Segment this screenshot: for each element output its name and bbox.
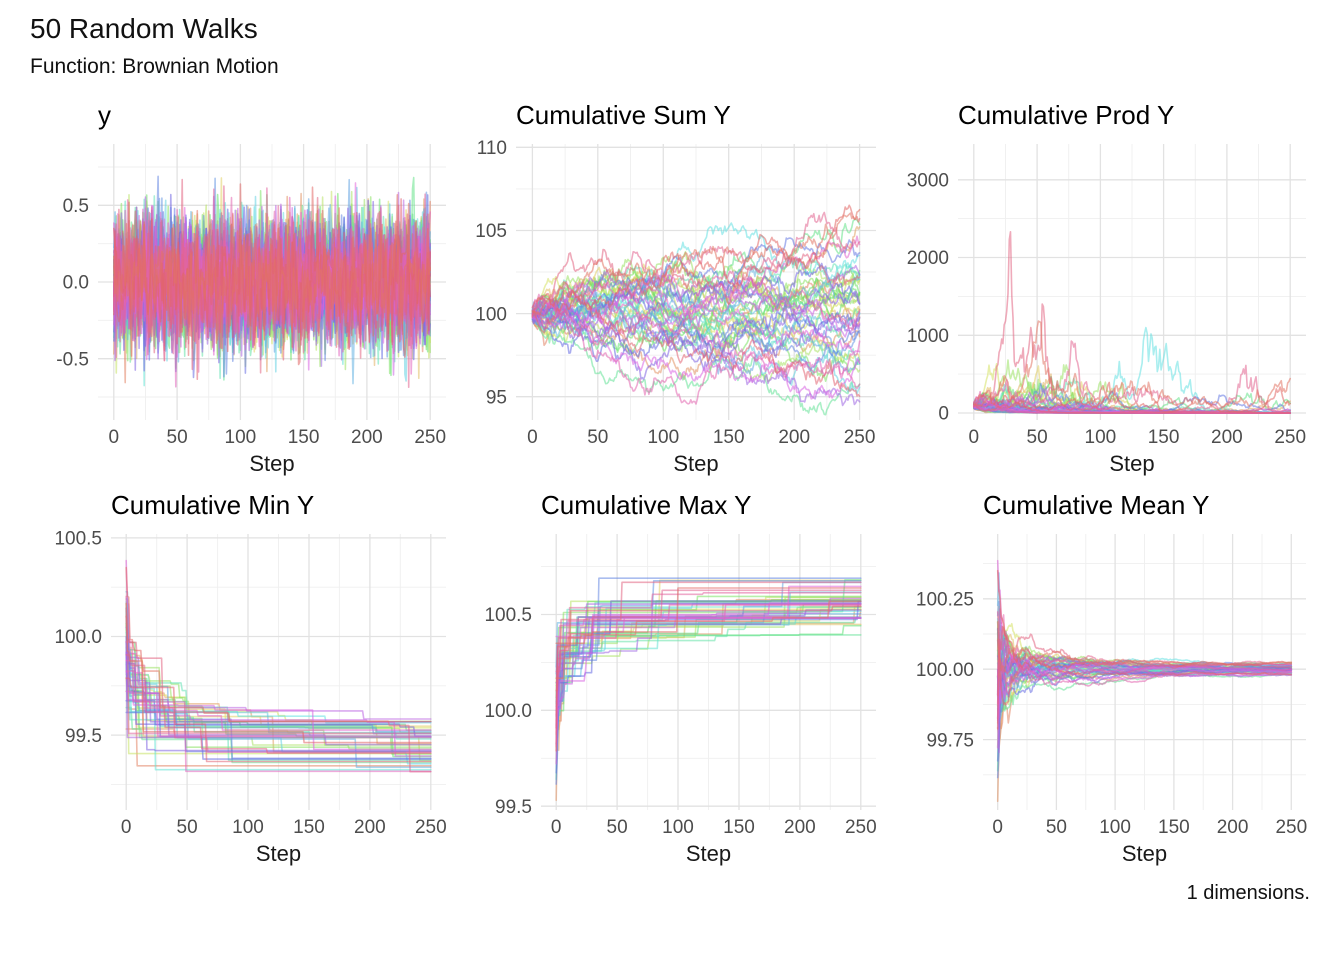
svg-text:0: 0 [109, 427, 120, 448]
cumulative-max-chart: 99.5 100.0 100.5 0 50 100 150 200 250 [484, 534, 877, 838]
panel-cumulative-max-y: Cumulative Max Y 99.5 100.0 100.5 0 50 100 150… [460, 482, 884, 872]
svg-text:100: 100 [232, 817, 264, 838]
svg-text:2000: 2000 [907, 248, 949, 269]
svg-text:99.5: 99.5 [495, 797, 532, 818]
svg-text:150: 150 [288, 427, 320, 448]
svg-text:50: 50 [607, 817, 628, 838]
svg-text:250: 250 [1274, 427, 1306, 448]
svg-text:100.25: 100.25 [916, 589, 974, 610]
svg-text:50: 50 [1046, 817, 1067, 838]
x-axis-title: Step [1109, 451, 1155, 476]
panel-title-cumulative-sum-y: Cumulative Sum Y [516, 99, 731, 130]
panel-cumulative-sum-y: Cumulative Sum Y 95 100 105 110 0 50 100 150 200… [460, 92, 884, 482]
figure-caption: 1 dimensions. [1186, 882, 1310, 904]
svg-text:150: 150 [723, 817, 755, 838]
panel-title-cumulative-max-y: Cumulative Max Y [541, 489, 752, 520]
svg-text:50: 50 [587, 427, 608, 448]
svg-text:100.0: 100.0 [484, 701, 532, 722]
svg-text:100: 100 [1085, 427, 1117, 448]
cumulative-min-chart: 99.5 100.0 100.5 0 50 100 150 200 250 [54, 529, 447, 838]
svg-text:100: 100 [1099, 817, 1131, 838]
svg-text:200: 200 [1217, 817, 1249, 838]
svg-text:0: 0 [551, 817, 562, 838]
svg-text:99.75: 99.75 [926, 730, 974, 751]
svg-text:50: 50 [1027, 427, 1048, 448]
figure-header: 50 Random Walks Function: Brownian Motio… [30, 12, 1314, 80]
svg-text:0: 0 [969, 427, 980, 448]
svg-text:3000: 3000 [907, 170, 949, 191]
svg-text:0: 0 [527, 427, 538, 448]
svg-text:200: 200 [778, 427, 810, 448]
svg-text:0: 0 [121, 817, 132, 838]
svg-text:95: 95 [486, 387, 507, 408]
panel-cumulative-mean-y: Cumulative Mean Y 99.75 100.00 100.25 0 50 10… [890, 482, 1314, 872]
figure-subtitle: Function: Brownian Motion [30, 55, 279, 78]
y-chart: -0.5 0.0 0.5 0 50 100 150 200 250 [56, 144, 446, 448]
svg-text:200: 200 [351, 427, 383, 448]
svg-text:250: 250 [415, 817, 447, 838]
svg-text:150: 150 [293, 817, 325, 838]
svg-text:100: 100 [225, 427, 257, 448]
panel-cumulative-min-y: Cumulative Min Y 99.5 100.0 100.5 0 50 100 150… [30, 482, 454, 872]
panel-title-y: y [98, 99, 111, 130]
svg-text:0.5: 0.5 [63, 196, 89, 217]
svg-text:-0.5: -0.5 [56, 349, 89, 370]
svg-text:100: 100 [647, 427, 679, 448]
svg-text:250: 250 [1275, 817, 1307, 838]
svg-text:0.0: 0.0 [63, 273, 89, 294]
svg-text:200: 200 [784, 817, 816, 838]
svg-text:100: 100 [662, 817, 694, 838]
x-axis-title: Step [249, 451, 295, 476]
figure-title: 50 Random Walks [30, 13, 258, 44]
panels-grid: y -0.5 0.0 0.5 0 50 100 150 200 250 Step Cumulat… [30, 92, 1314, 872]
cumulative-sum-chart: 95 100 105 110 0 50 100 150 200 250 [475, 138, 876, 448]
svg-text:0: 0 [938, 404, 949, 425]
svg-text:100.00: 100.00 [916, 660, 974, 681]
panel-title-cumulative-min-y: Cumulative Min Y [111, 489, 315, 520]
panel-cumulative-prod-y: Cumulative Prod Y 0 1000 2000 3000 0 50 100 150… [890, 92, 1314, 482]
svg-text:150: 150 [713, 427, 745, 448]
svg-text:150: 150 [1148, 427, 1180, 448]
svg-text:100.5: 100.5 [54, 529, 102, 550]
panel-title-cumulative-mean-y: Cumulative Mean Y [983, 489, 1210, 520]
svg-text:200: 200 [354, 817, 386, 838]
x-axis-title: Step [255, 841, 302, 866]
x-axis-title: Step [1121, 841, 1168, 866]
svg-text:105: 105 [475, 221, 507, 242]
svg-text:110: 110 [477, 138, 507, 159]
svg-text:200: 200 [1211, 427, 1243, 448]
x-axis-title: Step [673, 451, 719, 476]
svg-text:50: 50 [167, 427, 188, 448]
svg-text:250: 250 [844, 427, 876, 448]
cumulative-mean-chart: 99.75 100.00 100.25 0 50 100 150 200 250 [916, 534, 1307, 838]
svg-text:250: 250 [845, 817, 877, 838]
svg-text:150: 150 [1158, 817, 1190, 838]
svg-text:0: 0 [992, 817, 1003, 838]
svg-text:100: 100 [475, 304, 507, 325]
svg-text:1000: 1000 [907, 326, 949, 347]
svg-text:100.0: 100.0 [54, 627, 102, 648]
svg-text:250: 250 [414, 427, 446, 448]
svg-text:99.5: 99.5 [65, 726, 102, 747]
panel-y: y -0.5 0.0 0.5 0 50 100 150 200 250 Step [30, 92, 454, 482]
svg-text:100.5: 100.5 [484, 605, 532, 626]
panel-title-cumulative-prod-y: Cumulative Prod Y [958, 99, 1175, 130]
cumulative-prod-chart: 0 1000 2000 3000 0 50 100 150 200 250 [907, 144, 1306, 448]
svg-text:50: 50 [177, 817, 198, 838]
x-axis-title: Step [685, 841, 732, 866]
